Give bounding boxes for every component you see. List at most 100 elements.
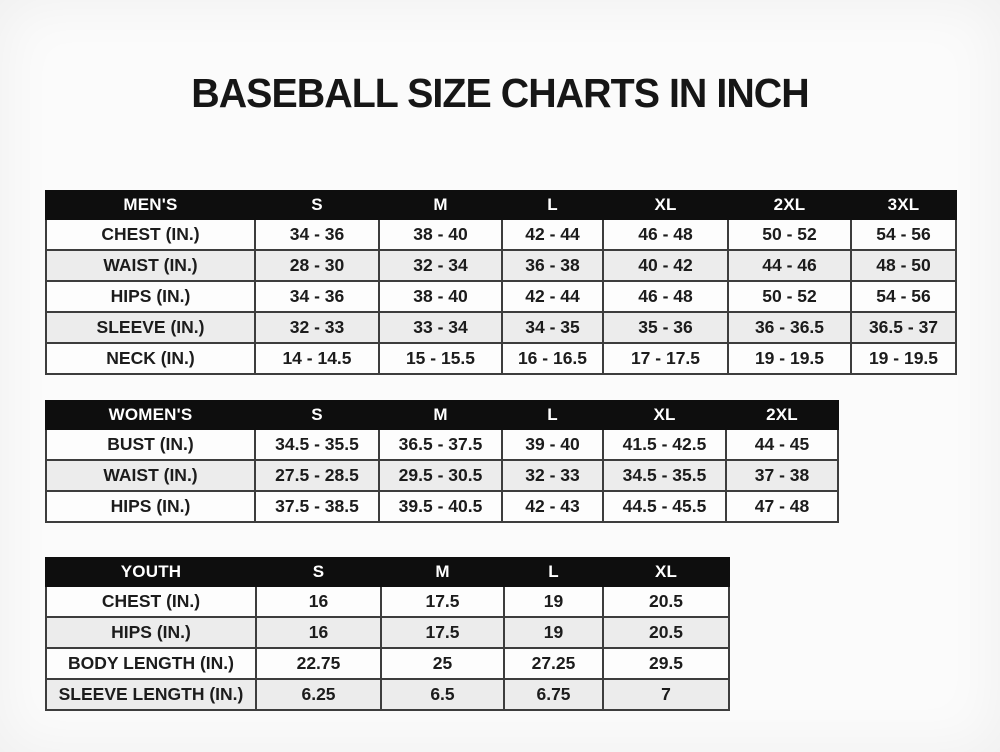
row-label: WAIST (IN.)	[45, 249, 256, 282]
row-label: SLEEVE (IN.)	[45, 311, 256, 344]
size-cell: 6.25	[255, 678, 382, 711]
youth-header-row: YOUTH S M L XL	[45, 557, 730, 587]
womens-header-row: WOMEN'S S M L XL 2XL	[45, 400, 839, 430]
row-label: BUST (IN.)	[45, 428, 256, 461]
size-cell: 17 - 17.5	[602, 342, 729, 375]
column-header: XL	[602, 557, 730, 587]
size-cell: 16	[255, 616, 382, 649]
size-cell: 50 - 52	[727, 218, 852, 251]
size-cell: 32 - 33	[501, 459, 604, 492]
column-header: M	[378, 400, 503, 430]
size-cell: 40 - 42	[602, 249, 729, 282]
size-cell: 36 - 38	[501, 249, 604, 282]
size-cell: 50 - 52	[727, 280, 852, 313]
size-cell: 6.75	[503, 678, 604, 711]
youth-size-table: YOUTH S M L XL CHEST (IN.) 16 17.5 19 20.5 HIPS (I…	[45, 557, 730, 711]
table-row: NECK (IN.) 14 - 14.5 15 - 15.5 16 - 16.5 17 …	[45, 342, 957, 375]
column-header: XL	[602, 400, 727, 430]
size-cell: 16 - 16.5	[501, 342, 604, 375]
size-cell: 25	[380, 647, 505, 680]
size-cell: 44.5 - 45.5	[602, 490, 727, 523]
row-label: CHEST (IN.)	[45, 218, 256, 251]
row-label: SLEEVE LENGTH (IN.)	[45, 678, 257, 711]
table-row: WAIST (IN.) 28 - 30 32 - 34 36 - 38 40 - 42 4…	[45, 249, 957, 282]
table-row: WAIST (IN.) 27.5 - 28.5 29.5 - 30.5 32 - 33…	[45, 459, 839, 492]
size-cell: 20.5	[602, 616, 730, 649]
column-header: L	[503, 557, 604, 587]
table-row: BUST (IN.) 34.5 - 35.5 36.5 - 37.5 39 - 40 4…	[45, 428, 839, 461]
size-cell: 20.5	[602, 585, 730, 618]
size-cell: 38 - 40	[378, 218, 503, 251]
size-cell: 46 - 48	[602, 218, 729, 251]
size-cell: 33 - 34	[378, 311, 503, 344]
size-cell: 17.5	[380, 616, 505, 649]
page-title: BASEBALL SIZE CHARTS IN INCH	[191, 70, 809, 116]
size-cell: 28 - 30	[254, 249, 380, 282]
column-header: L	[501, 190, 604, 220]
column-header: 3XL	[850, 190, 957, 220]
size-cell: 19	[503, 585, 604, 618]
table-row: SLEEVE LENGTH (IN.) 6.25 6.5 6.75 7	[45, 678, 730, 711]
size-cell: 38 - 40	[378, 280, 503, 313]
size-cell: 34 - 36	[254, 218, 380, 251]
womens-table-title: WOMEN'S	[45, 400, 256, 430]
size-cell: 32 - 34	[378, 249, 503, 282]
size-cell: 27.5 - 28.5	[254, 459, 380, 492]
size-cell: 34 - 36	[254, 280, 380, 313]
size-cell: 36.5 - 37.5	[378, 428, 503, 461]
column-header: M	[378, 190, 503, 220]
size-cell: 19 - 19.5	[850, 342, 957, 375]
column-header: S	[255, 557, 382, 587]
mens-size-table: MEN'S S M L XL 2XL 3XL CHEST (IN.) 34 - 36 38 - 4…	[45, 190, 957, 375]
size-cell: 17.5	[380, 585, 505, 618]
row-label: HIPS (IN.)	[45, 616, 257, 649]
size-cell: 27.25	[503, 647, 604, 680]
size-cell: 22.75	[255, 647, 382, 680]
size-cell: 19	[503, 616, 604, 649]
size-cell: 16	[255, 585, 382, 618]
size-cell: 34 - 35	[501, 311, 604, 344]
size-cell: 34.5 - 35.5	[602, 459, 727, 492]
size-cell: 42 - 44	[501, 218, 604, 251]
column-header: S	[254, 190, 380, 220]
size-cell: 47 - 48	[725, 490, 839, 523]
table-row: HIPS (IN.) 37.5 - 38.5 39.5 - 40.5 42 - 43 4…	[45, 490, 839, 523]
column-header: S	[254, 400, 380, 430]
row-label: WAIST (IN.)	[45, 459, 256, 492]
size-cell: 42 - 44	[501, 280, 604, 313]
size-cell: 7	[602, 678, 730, 711]
size-cell: 41.5 - 42.5	[602, 428, 727, 461]
row-label: CHEST (IN.)	[45, 585, 257, 618]
size-cell: 37 - 38	[725, 459, 839, 492]
row-label: NECK (IN.)	[45, 342, 256, 375]
size-cell: 39 - 40	[501, 428, 604, 461]
mens-table-title: MEN'S	[45, 190, 256, 220]
size-cell: 36 - 36.5	[727, 311, 852, 344]
size-cell: 39.5 - 40.5	[378, 490, 503, 523]
size-cell: 15 - 15.5	[378, 342, 503, 375]
mens-header-row: MEN'S S M L XL 2XL 3XL	[45, 190, 957, 220]
size-cell: 54 - 56	[850, 218, 957, 251]
table-row: HIPS (IN.) 34 - 36 38 - 40 42 - 44 46 - 48 50…	[45, 280, 957, 313]
size-cell: 46 - 48	[602, 280, 729, 313]
youth-table-title: YOUTH	[45, 557, 257, 587]
size-cell: 29.5	[602, 647, 730, 680]
size-cell: 37.5 - 38.5	[254, 490, 380, 523]
size-cell: 32 - 33	[254, 311, 380, 344]
size-cell: 42 - 43	[501, 490, 604, 523]
table-row: SLEEVE (IN.) 32 - 33 33 - 34 34 - 35 35 - 36…	[45, 311, 957, 344]
size-cell: 6.5	[380, 678, 505, 711]
column-header: L	[501, 400, 604, 430]
size-cell: 19 - 19.5	[727, 342, 852, 375]
column-header: M	[380, 557, 505, 587]
row-label: HIPS (IN.)	[45, 490, 256, 523]
size-cell: 29.5 - 30.5	[378, 459, 503, 492]
column-header: 2XL	[725, 400, 839, 430]
size-cell: 35 - 36	[602, 311, 729, 344]
size-cell: 48 - 50	[850, 249, 957, 282]
row-label: HIPS (IN.)	[45, 280, 256, 313]
table-row: HIPS (IN.) 16 17.5 19 20.5	[45, 616, 730, 649]
row-label: BODY LENGTH (IN.)	[45, 647, 257, 680]
column-header: XL	[602, 190, 729, 220]
column-header: 2XL	[727, 190, 852, 220]
